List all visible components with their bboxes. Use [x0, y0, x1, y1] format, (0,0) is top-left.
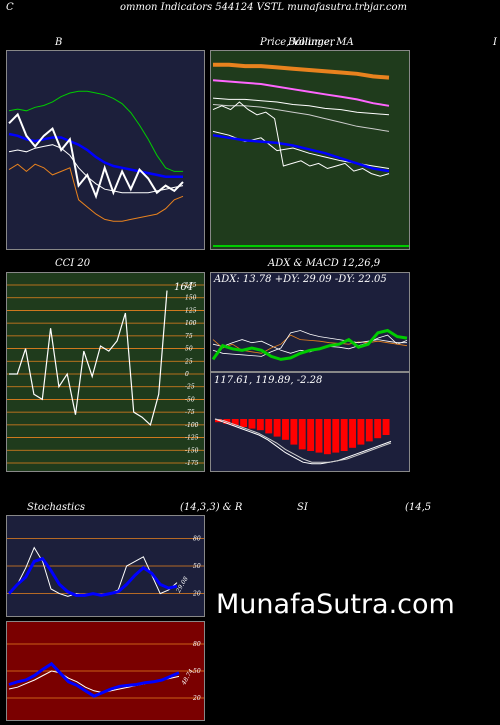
- bollinger-series-4: [8, 112, 184, 200]
- macd-hist-bar: [248, 419, 256, 429]
- stoch-title: Stochastics: [27, 502, 85, 513]
- rsi-params: (14,5: [405, 502, 432, 513]
- macd-hist-bar: [240, 419, 248, 427]
- adx-series-3: [211, 328, 408, 361]
- right-cut-title: I: [493, 37, 497, 48]
- cci-tick-label: -175: [185, 460, 199, 467]
- cci-tick-label: -50: [185, 396, 195, 403]
- macd-hist-bar: [332, 419, 340, 453]
- price-series-3: [212, 104, 390, 132]
- adx-panel: [210, 272, 410, 372]
- cci-title: CCI 20: [55, 258, 91, 269]
- p-price-svg: [211, 51, 409, 249]
- price-series-2: [212, 97, 390, 116]
- rsi-tick-label: 20: [192, 695, 201, 702]
- bollinger-series-1: [8, 132, 183, 178]
- cci-tick-label: 175: [185, 282, 197, 289]
- price-ma-panel: [210, 50, 410, 250]
- page-title: ommon Indicators 544124 VSTL munafasutra…: [120, 2, 407, 13]
- macd-hist-bar: [256, 419, 264, 431]
- p-macd-svg: [211, 373, 409, 471]
- cci-tick-label: 75: [185, 333, 193, 340]
- macd-hist-bar: [265, 419, 273, 434]
- stoch-tick-label: 20: [192, 591, 201, 598]
- rsi-panel: 80 50 20 48.74: [6, 621, 205, 721]
- rsi-title: SI: [297, 502, 308, 513]
- stoch-slow-line: [7, 556, 178, 597]
- cci-tick-label: 0: [185, 371, 189, 378]
- cci-tick-label: -25: [185, 384, 195, 391]
- macd-hist-bar: [231, 419, 239, 426]
- stoch-tick-label: 80: [193, 535, 201, 542]
- adx-values-label: ADX: 13.78 +DY: 29.09 -DY: 22.05: [214, 274, 387, 285]
- cci-tick-label: -125: [185, 435, 199, 442]
- macd-hist-bar: [290, 419, 298, 445]
- panel-background: [7, 51, 204, 249]
- macd-hist-bar: [298, 419, 306, 450]
- p-boll-svg: [7, 51, 204, 249]
- cci-tick-label: -100: [185, 422, 199, 429]
- cci-tick-label: -150: [185, 447, 199, 454]
- macd-series-1: [214, 418, 392, 463]
- macd-hist-bar: [307, 419, 315, 451]
- cci-tick-label: 150: [185, 295, 197, 302]
- cci-tick-label: 125: [185, 307, 197, 314]
- panel-background: [7, 273, 204, 471]
- bollinger-series-2: [8, 144, 184, 194]
- bollinger-series-3: [8, 163, 184, 222]
- cci-tick-label: 50: [185, 346, 193, 353]
- macd-panel: [210, 372, 410, 472]
- macd-hist-bar: [273, 419, 281, 437]
- macd-hist-bar: [282, 419, 289, 440]
- macd-series-0: [214, 418, 392, 465]
- cci-tick-label: 25: [184, 358, 193, 365]
- adx-macd-title: ADX & MACD 12,26,9: [268, 258, 381, 269]
- macd-hist-bar: [382, 419, 390, 435]
- p-cci-svg: 175 150 125 100 75 50 25 0 -25 -50 -75 -100 -125 -150…: [7, 273, 204, 471]
- macd-values-label: 117.61, 119.89, -2.28: [214, 375, 323, 386]
- macd-hist-bar: [357, 419, 365, 445]
- price-series-5: [212, 133, 390, 173]
- rsi-line: [8, 661, 180, 698]
- cci-tick-label: 100: [185, 320, 197, 327]
- cci-line: [9, 290, 168, 427]
- macd-hist-bar: [349, 419, 356, 448]
- cci-panel: 175 150 125 100 75 50 25 0 -25 -50 -75 -100 -125 -150…: [6, 272, 205, 472]
- macd-hist-bar: [323, 419, 331, 455]
- header-left-letter: C: [6, 2, 14, 13]
- macd-hist-bar: [374, 419, 382, 439]
- stoch-params: (14,3,3) & R: [180, 502, 243, 513]
- cci-tick-label: -75: [185, 409, 195, 416]
- cci-last-value: 164: [174, 282, 194, 293]
- price-series-6: [212, 101, 390, 177]
- price-ma-title: Price, Volume, MA: [260, 37, 354, 48]
- panel-background: [211, 273, 409, 371]
- adx-series-2: [212, 330, 407, 357]
- stoch-tick-label: 50: [193, 563, 201, 570]
- bollinger-panel: [6, 50, 205, 250]
- price-series-1: [212, 79, 390, 107]
- price-ma-overlap-title: Bollinger: [288, 37, 335, 48]
- rsi-tick-label: 80: [193, 641, 201, 648]
- stochastics-panel: 80 50 20 29.08: [6, 515, 205, 617]
- rsi-tick-label: 50: [193, 668, 201, 675]
- macd-hist-bar: [315, 419, 323, 453]
- watermark: MunafaSutra.com: [216, 589, 455, 620]
- macd-hist-bar: [365, 419, 373, 442]
- bollinger-series-0: [8, 90, 183, 172]
- price-series-0: [213, 62, 390, 80]
- p-adx-svg: [211, 273, 409, 371]
- bollinger-title: B: [55, 37, 63, 48]
- macd-hist-bar: [340, 419, 348, 451]
